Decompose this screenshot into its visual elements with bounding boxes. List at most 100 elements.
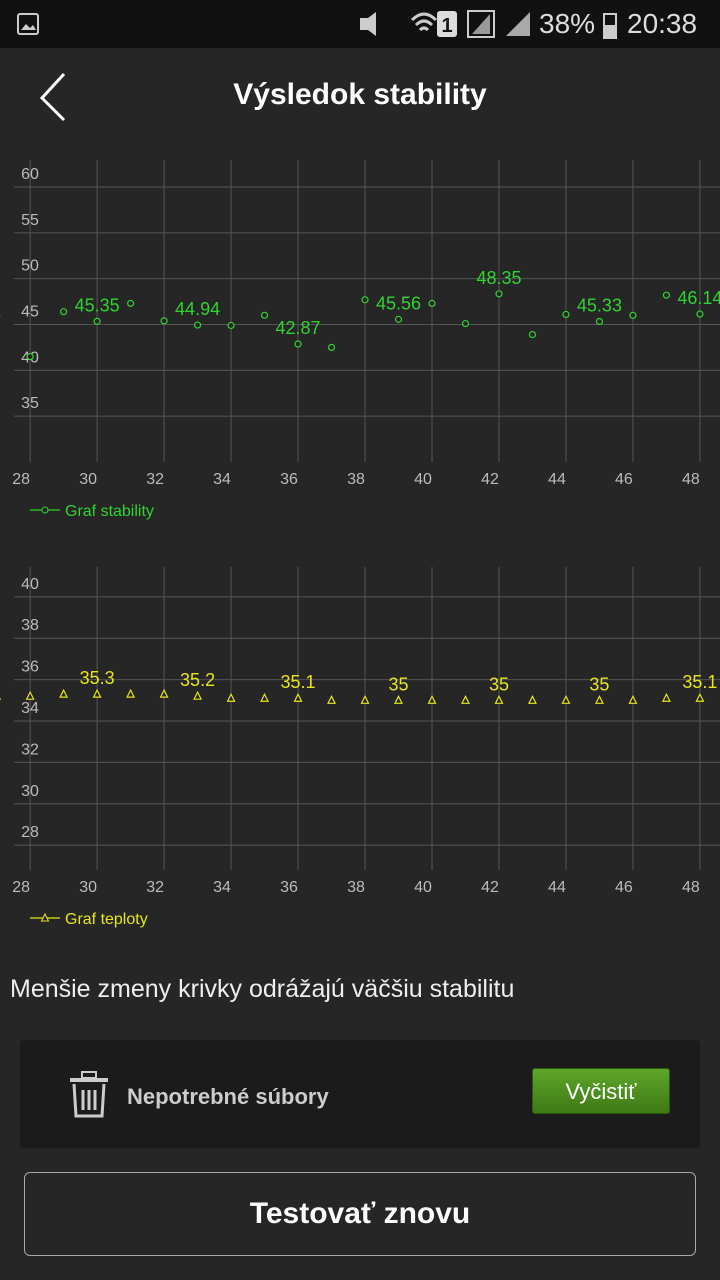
y-tick-label: 32 xyxy=(21,741,39,758)
x-tick-label: 40 xyxy=(414,879,432,896)
clock: 20:38 xyxy=(627,8,698,39)
point-marker xyxy=(528,330,537,339)
value-label: 35 xyxy=(589,674,609,694)
point-marker xyxy=(494,694,504,704)
sim-number: 1 xyxy=(441,15,452,37)
y-tick-label: 34 xyxy=(21,700,39,717)
x-tick-label: 48 xyxy=(682,879,700,896)
header-bar[interactable] xyxy=(0,48,720,188)
point-marker xyxy=(527,694,537,704)
point-marker xyxy=(26,352,34,361)
x-tick-label: 30 xyxy=(79,471,97,488)
x-tick-label: 28 xyxy=(12,879,30,896)
charts: 35 40 45 50 55 60 28 30 32 34 36 38 40 42 44 46 48 45.35 4… xyxy=(0,160,720,928)
gallery-icon-shape xyxy=(21,24,36,30)
x-tick-label: 30 xyxy=(79,879,97,896)
point-marker xyxy=(193,690,203,700)
point-marker xyxy=(260,311,269,319)
point-marker xyxy=(696,310,704,318)
point-marker xyxy=(427,694,437,704)
value-label: 48.35 xyxy=(476,268,521,288)
point-marker xyxy=(461,694,470,704)
card-label: Nepotrebné súbory xyxy=(127,1084,329,1109)
x-tick-label: 42 xyxy=(481,879,499,896)
point-marker xyxy=(561,694,571,704)
series-group xyxy=(0,688,705,704)
y-tick-label: 30 xyxy=(21,783,39,800)
x-tick-label: 38 xyxy=(347,879,365,896)
battery-text: 38% xyxy=(539,8,596,39)
legend-marker xyxy=(40,912,50,922)
x-tick-label: 38 xyxy=(347,471,365,488)
y-tick-label: 50 xyxy=(21,258,39,275)
point-marker xyxy=(60,308,68,316)
y-tick-label: 45 xyxy=(21,304,39,321)
value-label: 45.56 xyxy=(376,293,421,313)
signal-icon-2 xyxy=(506,12,530,36)
x-tick-label: 36 xyxy=(280,879,298,896)
x-tick-label: 48 xyxy=(682,471,700,488)
x-tick-label: 32 xyxy=(146,471,164,488)
x-tick-label: 34 xyxy=(213,471,231,488)
point-marker xyxy=(126,688,136,698)
x-tick-label: 32 xyxy=(146,879,164,896)
x-tick-label: 42 xyxy=(481,471,499,488)
x-tick-label: 40 xyxy=(414,471,432,488)
x-tick-label: 34 xyxy=(213,879,231,896)
value-label: 35 xyxy=(489,674,509,694)
point-marker xyxy=(59,688,69,698)
point-marker xyxy=(260,692,270,702)
y-tick-label: 60 xyxy=(21,166,39,183)
point-marker xyxy=(394,694,403,704)
legend-marker xyxy=(41,506,49,514)
y-tick-label: 40 xyxy=(21,576,39,593)
value-label: 46.14 xyxy=(677,288,720,308)
point-marker xyxy=(327,343,336,352)
sim-icon xyxy=(437,11,457,37)
battery-icon xyxy=(603,13,617,39)
legend-label: Graf teploty xyxy=(65,911,148,928)
point-marker xyxy=(226,692,236,702)
value-label: 35 xyxy=(388,674,408,694)
status-icons: 1 xyxy=(17,10,617,39)
value-label: 35.3 xyxy=(80,668,115,688)
battery-level xyxy=(605,25,615,37)
mute-icon xyxy=(360,12,376,36)
point-marker xyxy=(293,692,303,702)
point-marker xyxy=(662,291,671,299)
point-marker xyxy=(628,694,638,704)
point-marker xyxy=(25,690,35,700)
point-marker xyxy=(394,315,403,323)
back-button[interactable] xyxy=(39,72,66,122)
value-label: 35.2 xyxy=(180,670,215,690)
point-marker xyxy=(193,321,202,329)
point-marker xyxy=(562,310,570,319)
x-tick-label: 46 xyxy=(615,879,633,896)
y-tick-label: 55 xyxy=(21,212,39,229)
point-marker xyxy=(92,688,102,698)
retest-button[interactable]: Testovať znovu xyxy=(24,1172,696,1256)
point-marker xyxy=(227,321,235,330)
value-label: 45.33 xyxy=(577,295,622,315)
point-marker xyxy=(594,694,604,704)
note: Menšie zmeny krivky odrážajú väčšiu stab… xyxy=(10,975,515,1003)
legend-label: Graf stability xyxy=(65,503,154,520)
point-marker xyxy=(93,317,101,325)
point-marker xyxy=(361,296,369,304)
point-marker xyxy=(428,299,436,308)
point-marker xyxy=(160,317,168,325)
y-tick-label: 28 xyxy=(21,824,39,841)
point-marker xyxy=(159,688,169,698)
point-marker xyxy=(661,692,671,702)
signal-icon xyxy=(472,14,490,34)
point-marker xyxy=(695,692,705,702)
value-label: 45.35 xyxy=(75,295,120,315)
trash-icon xyxy=(70,1071,108,1118)
y-tick-label: 36 xyxy=(21,659,39,676)
value-label: 42.87 xyxy=(276,318,321,338)
point-marker xyxy=(360,694,370,704)
point-marker xyxy=(127,299,135,308)
point-marker xyxy=(294,340,302,348)
clean-button[interactable]: Vyčistiť xyxy=(532,1068,670,1114)
